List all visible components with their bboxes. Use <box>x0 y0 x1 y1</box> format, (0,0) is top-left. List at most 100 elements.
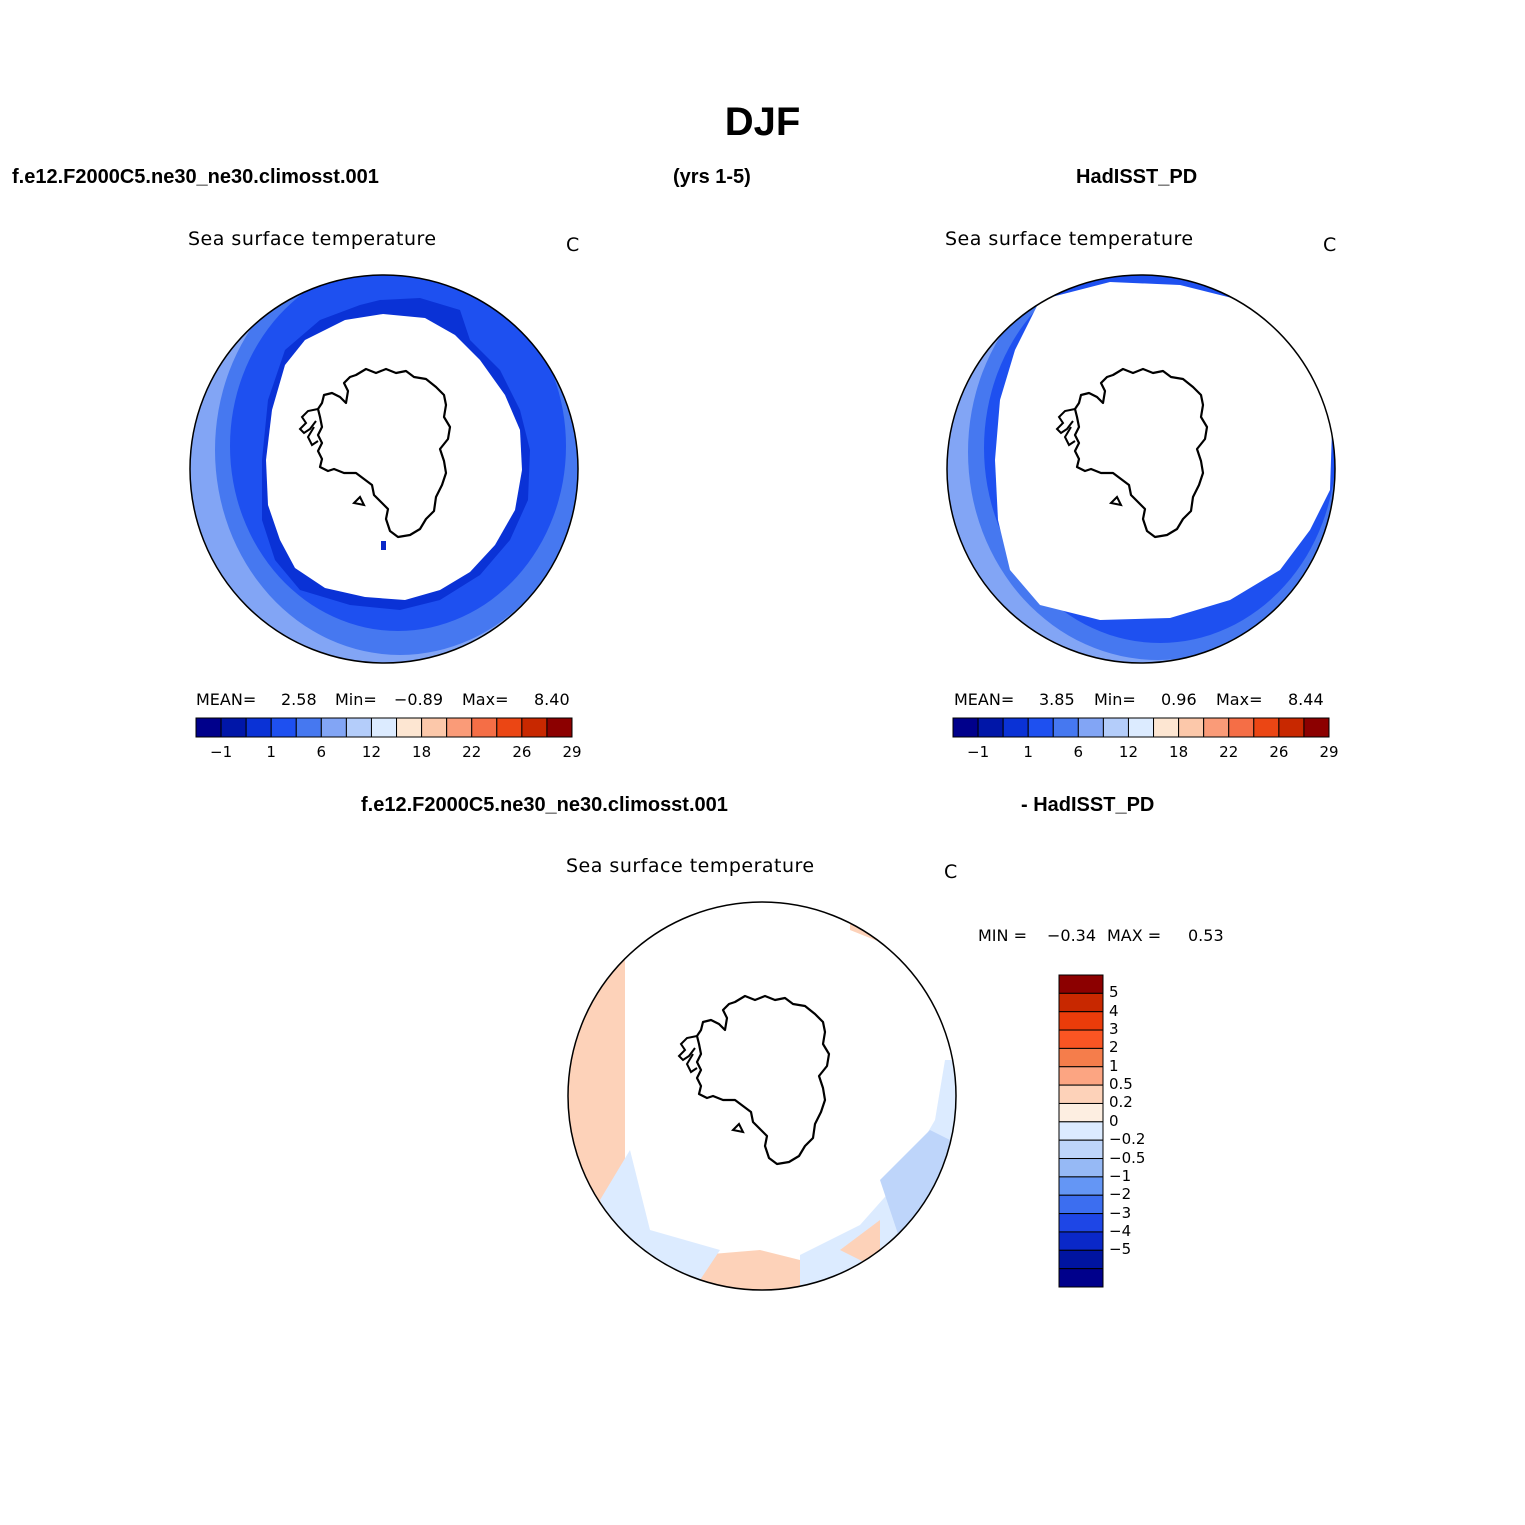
colorbar-obs-tick-label: 12 <box>1118 743 1138 761</box>
colorbar-obs-tick-label: 1 <box>1023 743 1033 761</box>
colorbar-obs-tick-label: 18 <box>1169 743 1189 761</box>
colorbar-diff-tick-label: 1 <box>1109 1056 1119 1075</box>
colorbar-model-tick-label: −1 <box>210 743 233 761</box>
colorbar-obs-swatch <box>1052 717 1079 738</box>
colorbar-obs-swatch <box>977 717 1004 738</box>
colorbar-obs-tick-label: 22 <box>1219 743 1239 761</box>
colorbar-obs-tick-label: 6 <box>1073 743 1084 761</box>
colorbar-model-swatch <box>320 717 347 738</box>
colorbar-model <box>195 717 573 738</box>
colorbar-diff-swatch <box>1058 1268 1104 1288</box>
panel-obs-min: 0.96 <box>1161 690 1197 709</box>
colorbar-model-tick-label: 29 <box>562 743 582 761</box>
panel-diff-max: 0.53 <box>1188 926 1224 945</box>
colorbar-diff-swatch <box>1058 1084 1104 1104</box>
panel-diff-units: C <box>944 861 958 883</box>
colorbar-diff-swatch <box>1058 1139 1104 1160</box>
colorbar-diff-tick-label: −2 <box>1109 1185 1132 1204</box>
panel-diff-min: −0.34 <box>1047 926 1097 945</box>
colorbar-diff-tick-label: 0 <box>1109 1111 1119 1130</box>
panel-diff-max-label: MAX = <box>1107 926 1162 945</box>
colorbar-obs-swatch <box>1127 717 1155 738</box>
colorbar-model-swatch <box>471 717 498 738</box>
colorbar-obs-swatch <box>952 717 979 738</box>
colorbar-diff-tick-label: −5 <box>1109 1240 1132 1259</box>
colorbar-diff-swatch <box>1058 1102 1104 1123</box>
colorbar-diff-swatch <box>1058 974 1104 994</box>
panel-diff-min-label: MIN = <box>978 926 1027 945</box>
colorbar-obs-swatch <box>1303 717 1330 738</box>
colorbar-obs-swatch <box>1002 717 1029 738</box>
colorbar-obs-tick-label: 26 <box>1269 743 1289 761</box>
colorbar-model-swatch <box>496 717 523 738</box>
colorbar-obs-swatch <box>1102 717 1129 738</box>
colorbar-obs <box>952 717 1330 738</box>
colorbar-diff-swatch <box>1058 992 1104 1013</box>
colorbar-model-swatch <box>521 717 548 738</box>
panel-model-max: 8.40 <box>534 690 570 709</box>
colorbar-obs-swatch <box>1153 717 1180 738</box>
colorbar-diff-swatch <box>1058 1011 1104 1031</box>
panel-obs-variable: Sea surface temperature <box>945 228 1194 250</box>
colorbar-diff-swatch <box>1058 1213 1104 1233</box>
colorbar-diff-swatch <box>1058 1176 1104 1196</box>
colorbar-model-swatch <box>421 717 448 738</box>
colorbar-diff-tick-label: 2 <box>1109 1038 1119 1057</box>
colorbar-model-tick-label: 12 <box>361 743 381 761</box>
panel-obs-mean-label: MEAN= <box>954 690 1015 709</box>
colorbar-diff-tick-label: −0.5 <box>1109 1148 1146 1167</box>
colorbar-diff-swatch <box>1058 1029 1104 1049</box>
colorbar-diff-swatch <box>1058 1047 1104 1068</box>
colorbar-model-swatch <box>446 717 473 738</box>
colorbar-model-tick-label: 6 <box>316 743 327 761</box>
colorbar-diff-tick-label: −4 <box>1109 1221 1132 1240</box>
diff-case-name: f.e12.F2000C5.ne30_ne30.climosst.001 <box>361 794 728 816</box>
colorbar-model-swatch <box>270 717 297 738</box>
diff-obs-name: - HadISST_PD <box>1021 794 1155 816</box>
colorbar-diff-tick-label: −0.2 <box>1109 1130 1146 1149</box>
panel-obs-max: 8.44 <box>1288 690 1324 709</box>
map-model <box>190 275 578 663</box>
colorbar-model-swatch <box>220 717 247 738</box>
figure-title: DJF <box>724 100 801 144</box>
colorbar-diff <box>1058 974 1104 1288</box>
colorbar-model-swatch <box>245 717 272 738</box>
colorbar-model-swatch <box>396 717 423 738</box>
colorbar-model-tick-label: 22 <box>462 743 482 761</box>
years-label: (yrs 1-5) <box>673 166 751 188</box>
colorbar-model-swatch <box>295 717 322 738</box>
colorbar-obs-tick-label: −1 <box>967 743 990 761</box>
colorbar-diff-swatch <box>1058 1121 1104 1141</box>
panel-model-mean: 2.58 <box>281 690 317 709</box>
panel-model-mean-label: MEAN= <box>196 690 257 709</box>
obs-name: HadISST_PD <box>1076 166 1198 188</box>
colorbar-diff-tick-label: −3 <box>1109 1203 1132 1222</box>
panel-diff-variable: Sea surface temperature <box>566 855 815 877</box>
case-name: f.e12.F2000C5.ne30_ne30.climosst.001 <box>12 166 379 188</box>
colorbar-model-tick-label: 1 <box>266 743 276 761</box>
colorbar-diff-tick-label: 0.2 <box>1109 1093 1133 1112</box>
colorbar-model-swatch <box>345 717 372 738</box>
colorbar-obs-swatch <box>1278 717 1305 738</box>
colorbar-diff-tick-label: 3 <box>1109 1020 1119 1039</box>
colorbar-obs-swatch <box>1077 717 1104 738</box>
colorbar-model-tick-label: 26 <box>512 743 532 761</box>
panel-model-min: −0.89 <box>394 690 444 709</box>
colorbar-model-swatch <box>546 717 573 738</box>
panel-model-max-label: Max= <box>462 690 509 709</box>
panel-model-variable: Sea surface temperature <box>188 228 437 250</box>
colorbar-diff-swatch <box>1058 1231 1104 1251</box>
colorbar-diff-swatch <box>1058 1066 1104 1086</box>
colorbar-obs-swatch <box>1203 717 1230 738</box>
colorbar-diff-tick-label: −1 <box>1109 1166 1132 1185</box>
colorbar-model-swatch <box>195 717 222 738</box>
panel-model-min-label: Min= <box>335 690 377 709</box>
panel-obs-min-label: Min= <box>1094 690 1136 709</box>
map-diff <box>568 902 956 1290</box>
colorbar-obs-tick-label: 29 <box>1319 743 1339 761</box>
map-obs <box>947 275 1335 663</box>
colorbar-diff-swatch <box>1058 1249 1104 1270</box>
colorbar-obs-swatch <box>1228 717 1255 738</box>
colorbar-diff-swatch <box>1058 1158 1104 1178</box>
